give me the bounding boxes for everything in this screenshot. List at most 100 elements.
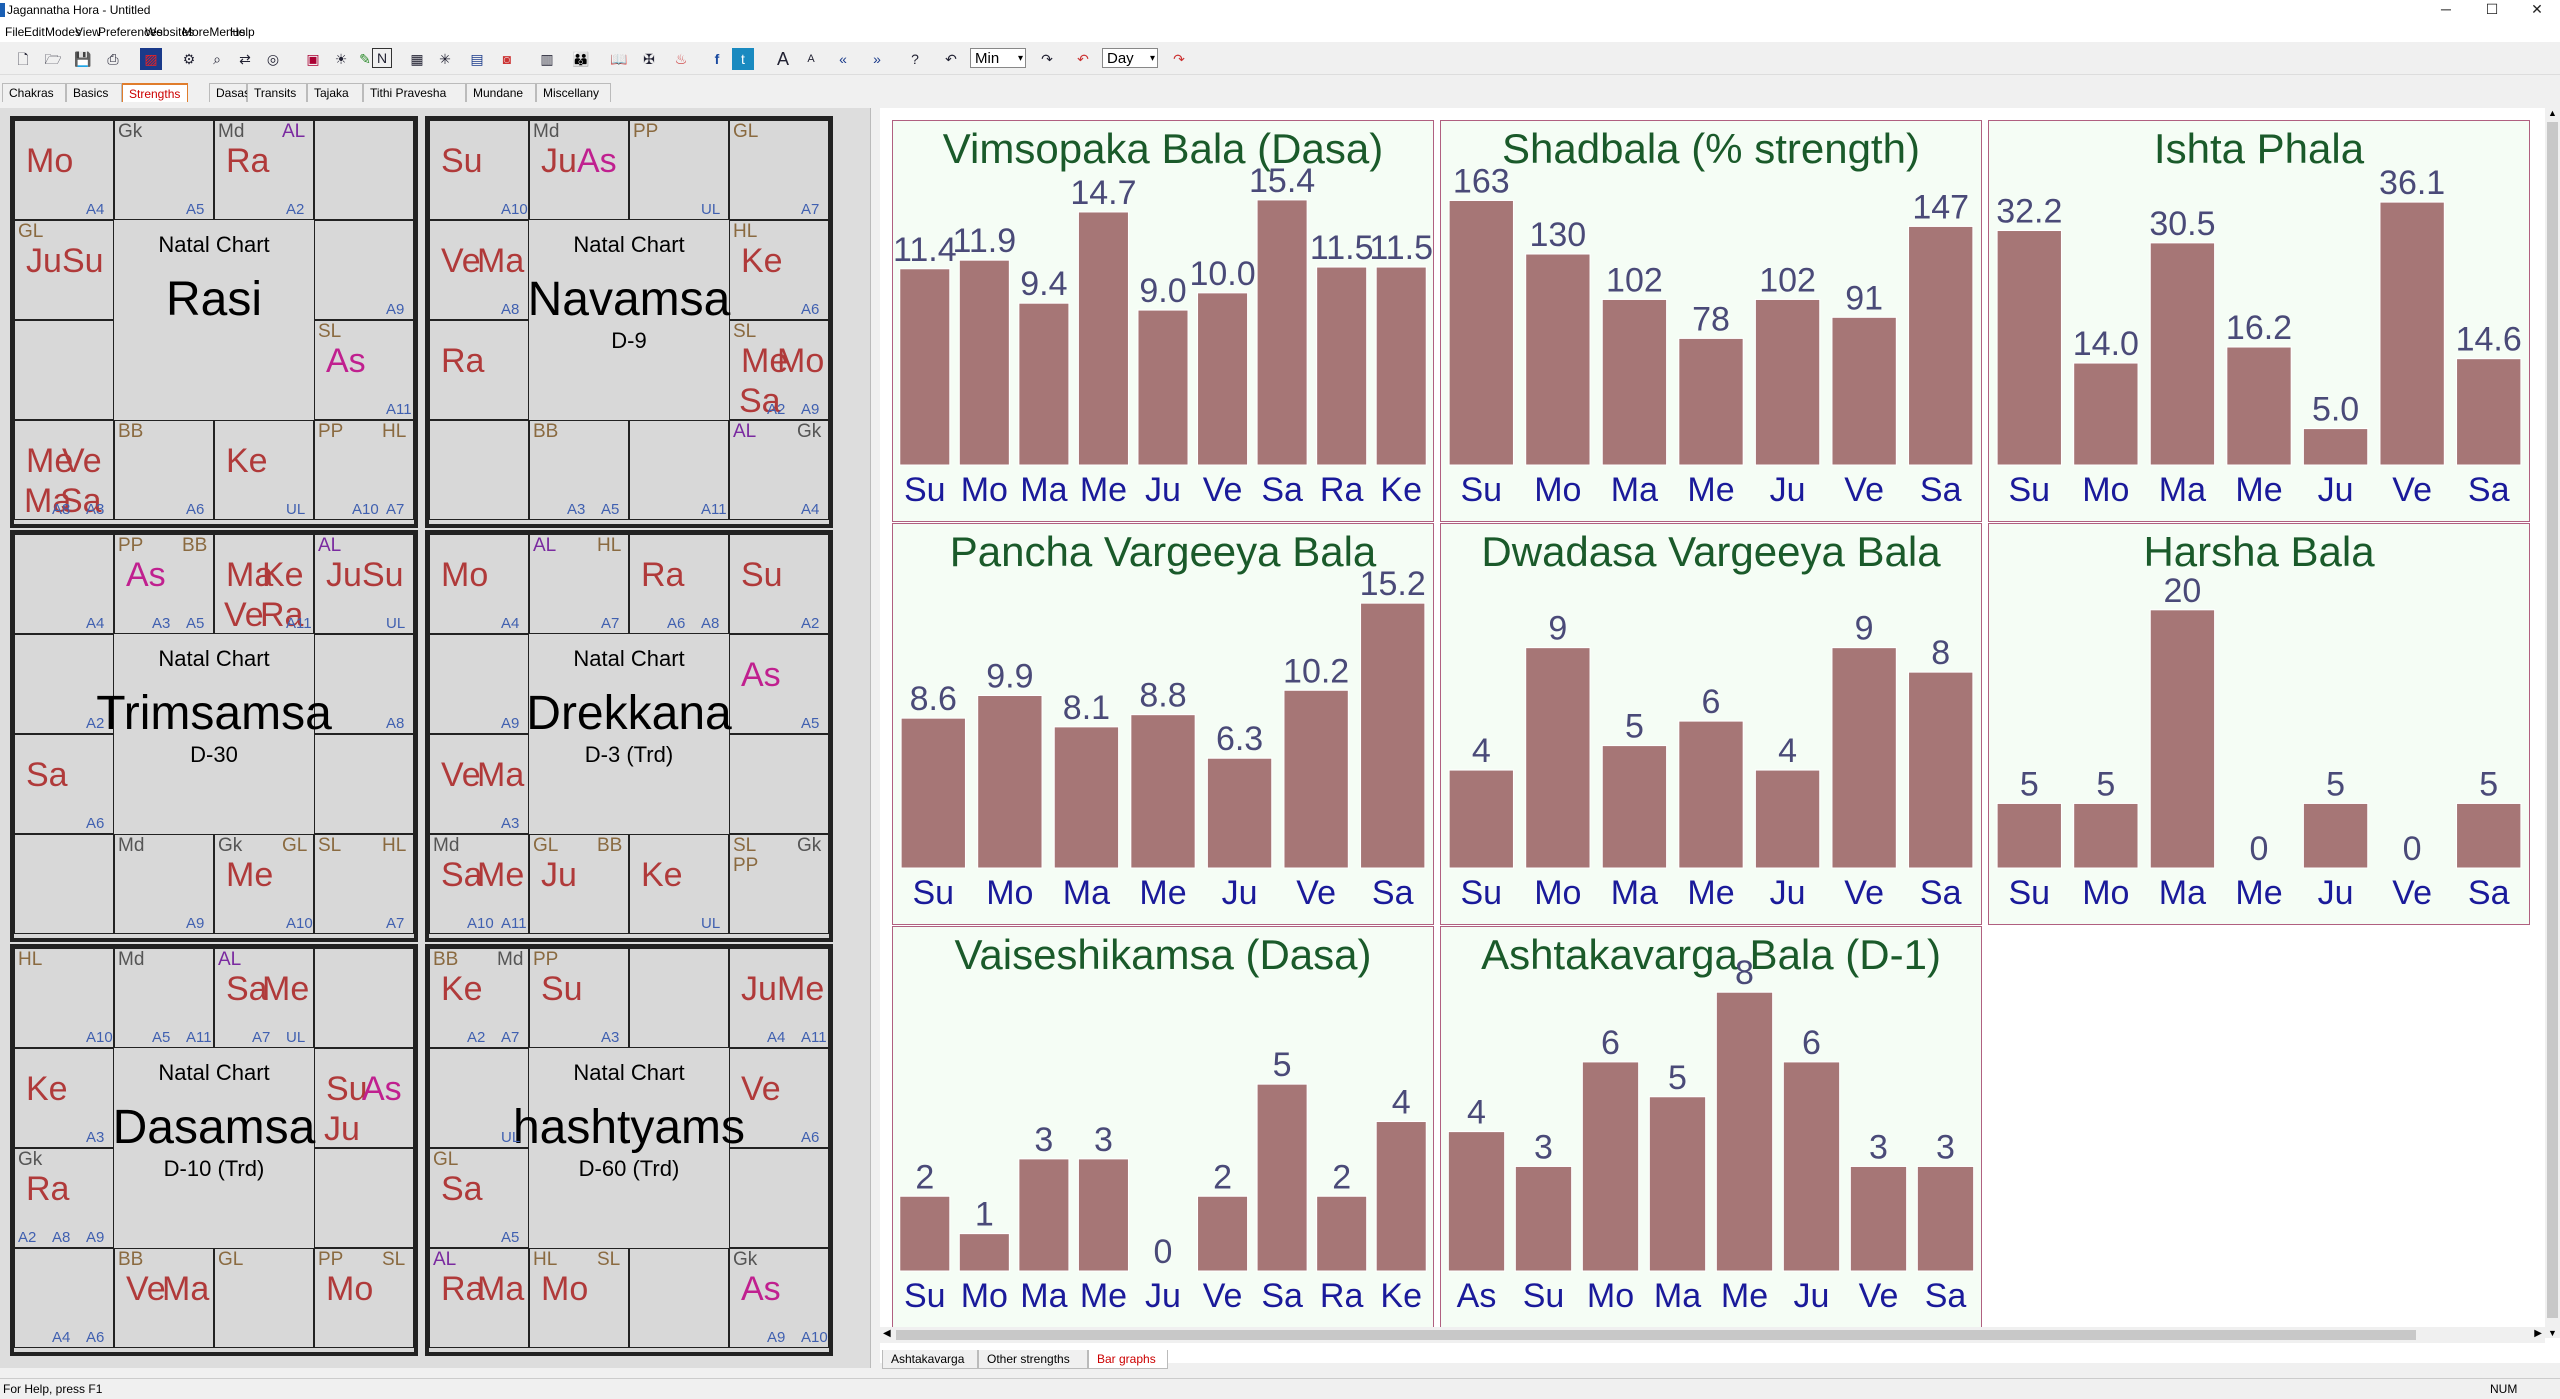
- fire-icon[interactable]: ♨: [674, 51, 688, 67]
- planet-ve[interactable]: Ve: [62, 442, 102, 480]
- planet-ke[interactable]: Ke: [641, 856, 683, 894]
- table-icon[interactable]: ▥: [540, 51, 554, 67]
- minimize-button[interactable]: ─: [2441, 1, 2451, 17]
- house-cell[interactable]: [14, 948, 114, 1048]
- chart-hashtyams[interactable]: Natal Chart hashtyams D-60 (Trd) Ke Su Ju Me Sa…: [425, 944, 833, 1356]
- house-cell[interactable]: [429, 734, 529, 834]
- planet-sa[interactable]: Sa: [441, 856, 483, 894]
- house-cell[interactable]: [729, 420, 829, 520]
- planet-ju[interactable]: Ju: [541, 142, 577, 180]
- house-cell[interactable]: [314, 420, 414, 520]
- menu-edit[interactable]: Edit: [24, 25, 45, 39]
- planet-as[interactable]: As: [326, 342, 366, 380]
- planet-ve[interactable]: Ve: [224, 596, 264, 634]
- bottom-tab-other-strengths[interactable]: Other strengths: [978, 1350, 1088, 1369]
- house-cell[interactable]: [729, 1248, 829, 1348]
- yantra-icon[interactable]: ✠: [643, 51, 655, 67]
- house-cell[interactable]: [729, 834, 829, 934]
- planet-me[interactable]: Me: [262, 970, 310, 1008]
- planet-ke[interactable]: Ke: [226, 442, 268, 480]
- time-back-icon[interactable]: ↶: [945, 51, 957, 67]
- planet-ju[interactable]: Ju: [324, 1110, 360, 1148]
- planet-sa[interactable]: Sa: [739, 382, 781, 420]
- house-cell[interactable]: [14, 1048, 114, 1148]
- planet-me[interactable]: Me: [777, 970, 825, 1008]
- planet-as[interactable]: As: [362, 1070, 402, 1108]
- font-small-icon[interactable]: A: [807, 53, 815, 65]
- scroll-left-icon[interactable]: ◀: [883, 1328, 891, 1339]
- book-icon[interactable]: 📖: [610, 51, 628, 67]
- font-large-icon[interactable]: A: [776, 49, 789, 69]
- menu-help[interactable]: Help: [230, 25, 255, 39]
- house-cell[interactable]: [214, 534, 314, 634]
- planet-ju[interactable]: Ju: [541, 856, 577, 894]
- sp-icon[interactable]: ▣: [306, 51, 320, 67]
- horizontal-scroll-thumb[interactable]: [896, 1330, 2416, 1340]
- house-cell[interactable]: [629, 420, 729, 520]
- house-cell[interactable]: [314, 834, 414, 934]
- house-cell[interactable]: [214, 120, 314, 220]
- planet-su[interactable]: Su: [741, 556, 783, 594]
- planet-su[interactable]: Su: [62, 242, 104, 280]
- planet-as[interactable]: As: [577, 142, 617, 180]
- house-cell[interactable]: [629, 1248, 729, 1348]
- house-cell[interactable]: [529, 834, 629, 934]
- planet-su[interactable]: Su: [362, 556, 404, 594]
- house-cell[interactable]: [14, 220, 114, 320]
- planet-ju[interactable]: Ju: [26, 242, 62, 280]
- back-icon[interactable]: «: [839, 51, 847, 67]
- tab-miscellany[interactable]: Miscellany: [536, 83, 611, 102]
- planet-as[interactable]: As: [741, 656, 781, 694]
- menu-view[interactable]: View: [75, 25, 101, 39]
- sb-icon[interactable]: ▤: [470, 51, 484, 67]
- bottom-tab-ashtakavarga[interactable]: Ashtakavarga: [882, 1350, 978, 1369]
- planet-ma[interactable]: Ma: [477, 242, 525, 280]
- house-cell[interactable]: [314, 948, 414, 1048]
- planet-ke[interactable]: Ke: [26, 1070, 68, 1108]
- planet-su[interactable]: Su: [326, 1070, 368, 1108]
- chart-drekkana[interactable]: Natal Chart Drekkana D-3 (Trd) Mo Ra Su Ve Ma As…: [425, 530, 833, 942]
- house-cell[interactable]: [629, 534, 729, 634]
- house-cell[interactable]: [14, 834, 114, 934]
- sun-icon[interactable]: ☀: [334, 51, 348, 67]
- people-icon[interactable]: 👪: [572, 51, 590, 67]
- house-cell[interactable]: [314, 220, 414, 320]
- planet-sa[interactable]: Sa: [60, 482, 102, 520]
- scroll-up-icon[interactable]: ▲: [2548, 108, 2557, 118]
- house-cell[interactable]: [429, 320, 529, 420]
- house-cell[interactable]: [429, 1248, 529, 1348]
- house-cell[interactable]: [314, 1048, 414, 1148]
- house-cell[interactable]: [14, 120, 114, 220]
- scroll-down-icon[interactable]: ▼: [2548, 1328, 2557, 1338]
- planet-ve[interactable]: Ve: [741, 1070, 781, 1108]
- planet-as[interactable]: As: [126, 556, 166, 594]
- house-cell[interactable]: [729, 1048, 829, 1148]
- chart-trimsamsa[interactable]: Natal Chart Trimsamsa D-30 As Ma Ke Ve Ra Ju Su Sa…: [10, 530, 418, 942]
- grid-icon[interactable]: ▦: [410, 51, 424, 67]
- planet-su[interactable]: Su: [441, 142, 483, 180]
- house-cell[interactable]: [214, 420, 314, 520]
- day-back-icon[interactable]: ↶: [1077, 51, 1089, 67]
- house-cell[interactable]: [114, 834, 214, 934]
- facebook-icon[interactable]: f: [714, 51, 720, 67]
- planet-me[interactable]: Me: [226, 856, 274, 894]
- planet-mo[interactable]: Mo: [441, 556, 489, 594]
- house-cell[interactable]: [214, 948, 314, 1048]
- house-cell[interactable]: [114, 1248, 214, 1348]
- house-cell[interactable]: [314, 634, 414, 734]
- planet-as[interactable]: As: [741, 1270, 781, 1308]
- house-cell[interactable]: [14, 320, 114, 420]
- house-cell[interactable]: [729, 320, 829, 420]
- house-cell[interactable]: [14, 1148, 114, 1248]
- planet-mo[interactable]: Mo: [777, 342, 825, 380]
- planet-mo[interactable]: Mo: [326, 1270, 374, 1308]
- planet-ma[interactable]: Ma: [162, 1270, 210, 1308]
- house-cell[interactable]: [214, 1248, 314, 1348]
- house-cell[interactable]: [529, 534, 629, 634]
- house-cell[interactable]: [14, 734, 114, 834]
- house-cell[interactable]: [14, 534, 114, 634]
- tab-strengths[interactable]: Strengths: [122, 83, 188, 102]
- house-cell[interactable]: [114, 534, 214, 634]
- house-cell[interactable]: [429, 120, 529, 220]
- horizontal-scrollbar[interactable]: ◀ ▶: [880, 1327, 2545, 1343]
